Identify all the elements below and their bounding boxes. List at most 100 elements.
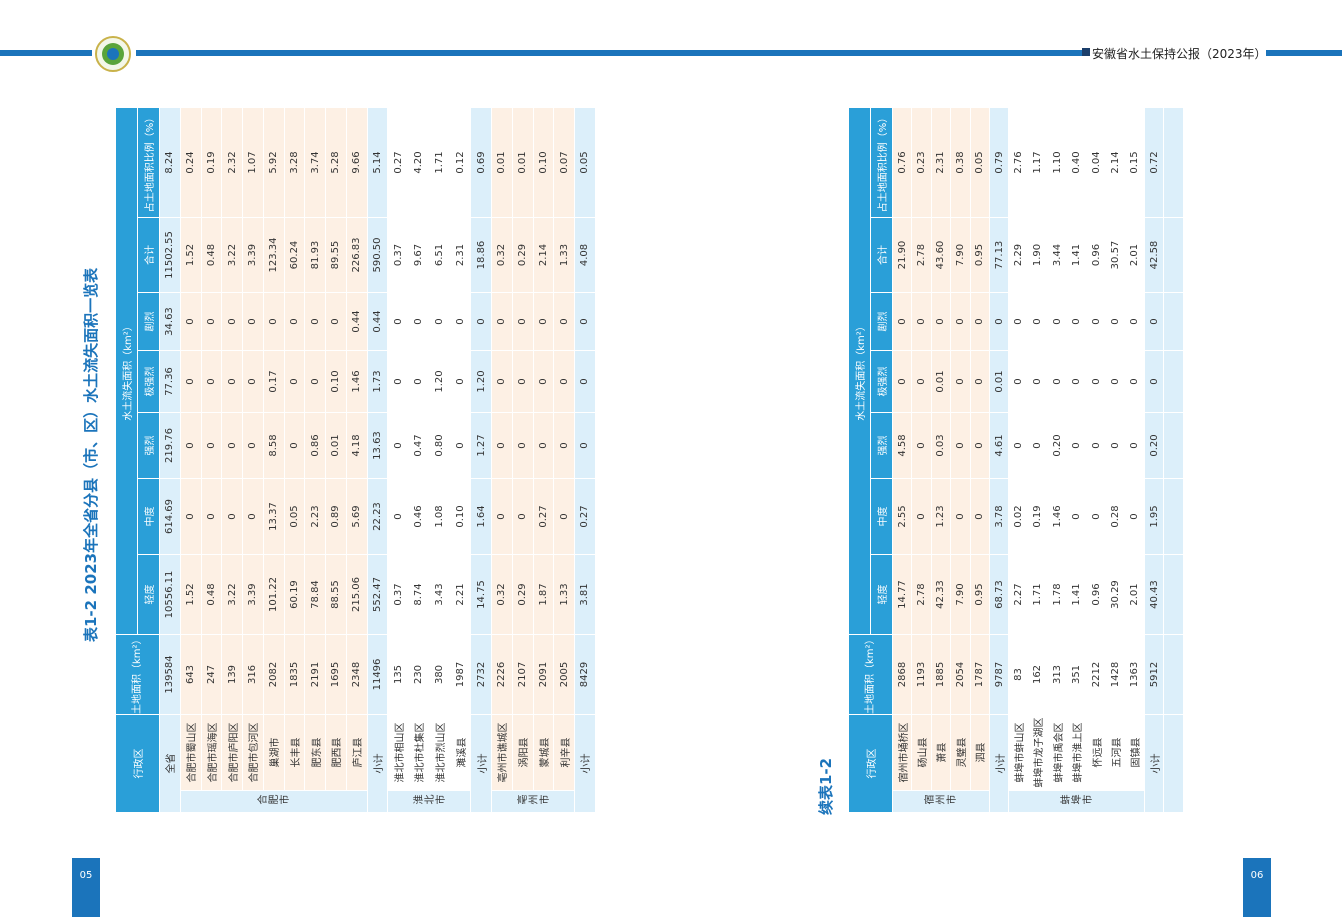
- table-cell: 60.24: [284, 217, 305, 293]
- table-cell: 1.17: [1028, 107, 1048, 218]
- header-cell: 占土地面积比例（%）: [870, 107, 893, 218]
- table-row: 蚌埠市龙子湖区 162 1.71 0.19 0 0 0 1.90 1.17: [1028, 107, 1048, 812]
- table-cell: 0.01: [512, 107, 533, 218]
- table-cell: 2.78: [911, 217, 932, 293]
- table-cell: 0: [553, 478, 575, 555]
- table-cell: 0: [1086, 292, 1106, 351]
- table-cell: 230: [408, 634, 430, 715]
- table-cell: 0: [180, 412, 201, 479]
- table-cell: 5.28: [325, 107, 347, 218]
- table-cell: 0.48: [201, 217, 222, 293]
- table-cell: 2.23: [304, 478, 326, 555]
- table-cell: 0.32: [491, 217, 513, 293]
- table-cell: 0: [553, 412, 575, 479]
- header-cell: 强烈: [137, 412, 160, 479]
- table-cell: 1363: [1125, 634, 1145, 715]
- table-cell: 0.19: [1028, 478, 1048, 555]
- table-cell: 139: [221, 634, 243, 715]
- table-cell: 1.08: [429, 478, 450, 555]
- table-cell: 0: [387, 412, 409, 479]
- table-cell: 2005: [553, 634, 575, 715]
- table-cell: 2091: [533, 634, 554, 715]
- table-cell: 13.63: [367, 412, 388, 479]
- table-cell: 0.10: [450, 478, 471, 555]
- table-cell: 0: [892, 292, 912, 351]
- table-cell: 0: [1067, 478, 1087, 555]
- row-name: 小计: [1144, 714, 1164, 813]
- table-row: 合肥市包河区 316 3.39 0 0 0 0 3.39 1.07: [242, 107, 264, 812]
- row-name: 淮北市烈山区: [429, 714, 450, 791]
- table-cell: 215.06: [346, 554, 367, 635]
- table-cell: 0: [242, 478, 264, 555]
- table-cell: 2107: [512, 634, 533, 715]
- table-cell: 0: [1105, 350, 1126, 413]
- table-cell: 0.89: [325, 478, 347, 555]
- table-cell: 30.29: [1105, 554, 1126, 635]
- page-number: 05: [72, 858, 100, 917]
- header-cell: 行政区: [115, 714, 160, 813]
- table-cell: 0: [533, 412, 554, 479]
- table-cell: 1.52: [180, 217, 201, 293]
- table-row: 肥西县 1695 88.55 0.89 0.01 0.10 0 89.55 5.28: [325, 107, 347, 812]
- table-row: 小计 9787 68.73 3.78 4.61 0.01 0 77.13 0.79: [989, 107, 1009, 813]
- table-row: 淮北市杜集区 230 8.74 0.46 0.47 0 0 9.67 4.20: [408, 107, 430, 812]
- table-cell: 4.18: [346, 412, 367, 479]
- header-cell: 行政区: [848, 714, 893, 813]
- table-cell: 0: [450, 412, 471, 479]
- table-cell: 0: [533, 292, 554, 351]
- row-name: 巢湖市: [263, 714, 284, 791]
- table-cell: 1.71: [1028, 554, 1048, 635]
- table-cell: 0: [1105, 292, 1126, 351]
- table-cell: 0: [180, 478, 201, 555]
- table-cell: 1.71: [429, 107, 450, 218]
- table-cell: 0: [242, 412, 264, 479]
- table-cell: 8.74: [408, 554, 430, 635]
- table-cell: 0.07: [553, 107, 575, 218]
- table-cell: 0: [304, 350, 326, 413]
- header-cell: 中度: [137, 478, 160, 555]
- table-cell: 43.60: [931, 217, 951, 293]
- table-cell: 0: [1008, 412, 1029, 479]
- table-cell: [1163, 478, 1184, 555]
- table-cell: 4.08: [574, 217, 596, 293]
- table-cell: 552.47: [367, 554, 388, 635]
- table-cell: 8.58: [263, 412, 284, 479]
- table-row: 小计 8429 3.81 0.27 0 0 0 4.08 0.05: [574, 107, 596, 813]
- table-cell: 0: [1144, 350, 1164, 413]
- table-cell: 0: [533, 350, 554, 413]
- table-cell: 2732: [470, 634, 492, 715]
- table-cell: 380: [429, 634, 450, 715]
- table-cell: 0.40: [1067, 107, 1087, 218]
- table-cell: 101.22: [263, 554, 284, 635]
- table-cell: 3.39: [242, 554, 264, 635]
- table-cell: 1.20: [429, 350, 450, 413]
- table-row: 涡阳县 2107 0.29 0 0 0 0 0.29 0.01: [512, 107, 533, 812]
- table-cell: 0.01: [931, 350, 951, 413]
- table-cell: 89.55: [325, 217, 347, 293]
- logo: [95, 36, 131, 72]
- table-cell: 0: [201, 478, 222, 555]
- rotated-table: 行政区 土地面积（km²） 水土流失面积（km²） 轻度 中度 强烈 极强烈 剧烈 合计 占土地面…: [848, 107, 1184, 813]
- table-cell: 14.75: [470, 554, 492, 635]
- table-cell: 9787: [989, 634, 1009, 715]
- header-bar: [1266, 50, 1342, 56]
- table-cell: 1.95: [1144, 478, 1164, 555]
- table-cell: 0: [1144, 292, 1164, 351]
- table-row: 蚌埠市淮上区 351 1.41 0 0 0 0 1.41 0.40: [1067, 107, 1087, 812]
- table-cell: 3.28: [284, 107, 305, 218]
- table-cell: 0: [221, 478, 243, 555]
- header-cell: 强烈: [870, 412, 893, 479]
- table-cell: 1.46: [1047, 478, 1068, 555]
- row-name: 合肥市包河区: [242, 714, 264, 791]
- table-cell: 77.36: [159, 350, 181, 413]
- row-name: 五河县: [1105, 714, 1126, 791]
- table-cell: 0.29: [512, 217, 533, 293]
- table-row: 萧县 1885 42.33 1.23 0.03 0.01 0 43.60 2.31: [931, 107, 951, 812]
- group-name: 宿州市: [892, 790, 990, 813]
- table-cell: 0: [221, 412, 243, 479]
- table-cell: 0: [242, 350, 264, 413]
- table-cell: 0: [574, 292, 596, 351]
- table-cell: 0: [284, 292, 305, 351]
- table-cell: 81.93: [304, 217, 326, 293]
- table-cell: 2.14: [533, 217, 554, 293]
